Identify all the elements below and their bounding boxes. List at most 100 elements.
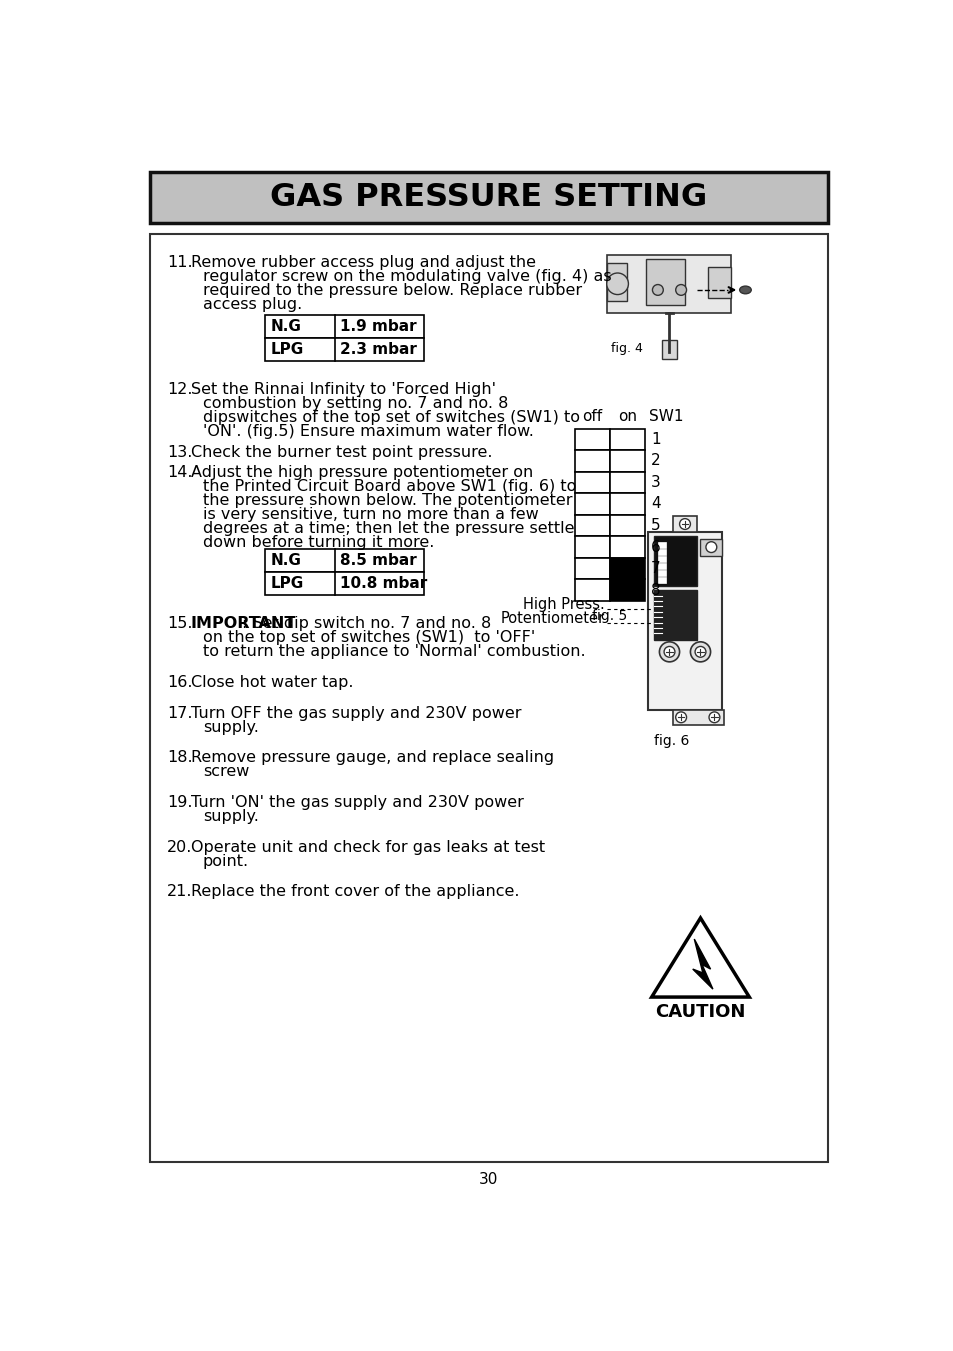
Text: 11.: 11. (167, 255, 193, 270)
Text: supply.: supply. (203, 720, 258, 735)
Bar (658, 543, 665, 549)
Text: 13.: 13. (167, 446, 193, 461)
Circle shape (708, 712, 720, 723)
Ellipse shape (739, 286, 750, 293)
Bar (609, 536, 644, 558)
Text: on the top set of switches (SW1)  to 'OFF': on the top set of switches (SW1) to 'OFF… (203, 631, 535, 646)
Bar (658, 557, 665, 562)
Text: 17.: 17. (167, 705, 193, 720)
Bar (707, 267, 731, 297)
Text: fig. 6: fig. 6 (654, 734, 689, 748)
Bar (658, 550, 665, 555)
Bar (661, 340, 677, 359)
Text: point.: point. (203, 854, 249, 869)
Circle shape (652, 285, 662, 296)
Text: dipswitches of the top set of switches (SW1) to: dipswitches of the top set of switches (… (203, 411, 579, 426)
Text: down before turning it more.: down before turning it more. (203, 535, 434, 550)
Polygon shape (651, 917, 748, 997)
Text: 8: 8 (650, 582, 659, 597)
Bar (150, 235, 827, 1162)
Text: access plug.: access plug. (203, 297, 302, 312)
Text: 15.: 15. (167, 616, 193, 631)
Text: 5: 5 (650, 517, 659, 534)
Text: required to the pressure below. Replace rubber: required to the pressure below. Replace … (203, 282, 581, 299)
Text: IMPORTANT: IMPORTANT (191, 616, 295, 631)
Text: 12.: 12. (167, 382, 193, 397)
Circle shape (663, 646, 674, 657)
Text: the pressure shown below. The potentiometer: the pressure shown below. The potentiome… (203, 493, 572, 508)
Circle shape (690, 642, 710, 662)
Bar (575, 471, 609, 493)
Circle shape (675, 712, 686, 723)
Bar (575, 558, 609, 580)
Bar (575, 580, 609, 601)
Text: Remove rubber access plug and adjust the: Remove rubber access plug and adjust the (191, 255, 535, 270)
Text: fig. 5: fig. 5 (592, 609, 627, 623)
Bar (609, 558, 644, 580)
Text: 20.: 20. (167, 840, 193, 855)
Text: 1.9 mbar: 1.9 mbar (340, 319, 416, 334)
Bar (609, 580, 644, 601)
Text: CAUTION: CAUTION (655, 1004, 745, 1021)
Text: N.G: N.G (270, 553, 301, 567)
Bar (658, 577, 665, 582)
Text: Check the burner test point pressure.: Check the burner test point pressure. (191, 446, 492, 461)
Text: 18.: 18. (167, 750, 193, 766)
Text: Turn OFF the gas supply and 230V power: Turn OFF the gas supply and 230V power (191, 705, 520, 720)
Bar (265, 315, 423, 338)
Bar (658, 570, 665, 576)
Circle shape (659, 642, 679, 662)
Text: fig. 4: fig. 4 (611, 342, 642, 355)
Text: Remove pressure gauge, and replace sealing: Remove pressure gauge, and replace seali… (191, 750, 553, 766)
Bar (700, 539, 721, 555)
Circle shape (606, 273, 628, 295)
Circle shape (705, 542, 716, 553)
Text: the Printed Circuit Board above SW1 (fig. 6) to: the Printed Circuit Board above SW1 (fig… (203, 480, 576, 494)
Bar (609, 515, 644, 536)
Bar (575, 515, 609, 536)
Bar (575, 428, 609, 450)
Text: Close hot water tap.: Close hot water tap. (191, 676, 353, 690)
Text: Operate unit and check for gas leaks at test: Operate unit and check for gas leaks at … (191, 840, 544, 855)
Bar (647, 532, 721, 709)
Bar (607, 255, 731, 313)
Bar (607, 263, 626, 301)
Text: Potentiometer: Potentiometer (499, 611, 604, 627)
Bar (609, 493, 644, 515)
Circle shape (679, 519, 690, 530)
Text: off: off (581, 409, 601, 424)
Bar (150, 172, 827, 223)
Text: High Press.: High Press. (522, 597, 604, 612)
Bar (575, 450, 609, 471)
Text: SW1: SW1 (648, 409, 682, 424)
Bar (265, 571, 423, 594)
Text: is very sensitive, turn no more than a few: is very sensitive, turn no more than a f… (203, 507, 538, 521)
Text: degrees at a time; then let the pressure settle: degrees at a time; then let the pressure… (203, 521, 574, 536)
Text: : Set dip switch no. 7 and no. 8: : Set dip switch no. 7 and no. 8 (242, 616, 491, 631)
Bar (654, 590, 696, 640)
Text: 4: 4 (650, 497, 659, 512)
Text: Set the Rinnai Infinity to 'Forced High': Set the Rinnai Infinity to 'Forced High' (191, 382, 495, 397)
Text: 19.: 19. (167, 794, 193, 811)
Bar (609, 450, 644, 471)
Text: 14.: 14. (167, 466, 193, 481)
Text: 2.3 mbar: 2.3 mbar (340, 342, 416, 357)
Text: on: on (618, 409, 636, 424)
Text: 3: 3 (650, 476, 660, 490)
Bar (609, 471, 644, 493)
Text: 21.: 21. (167, 885, 193, 900)
Bar (673, 516, 696, 532)
Circle shape (675, 285, 686, 296)
Bar (575, 536, 609, 558)
Text: 10.8 mbar: 10.8 mbar (340, 576, 427, 590)
Bar (265, 549, 423, 571)
Bar (658, 563, 665, 569)
Text: 16.: 16. (167, 676, 193, 690)
Bar (654, 536, 696, 586)
Text: Turn 'ON' the gas supply and 230V power: Turn 'ON' the gas supply and 230V power (191, 794, 523, 811)
Text: 30: 30 (478, 1171, 498, 1186)
Text: to return the appliance to 'Normal' combustion.: to return the appliance to 'Normal' comb… (203, 644, 585, 659)
Text: 6: 6 (650, 539, 660, 555)
Bar (265, 338, 423, 361)
Text: 8.5 mbar: 8.5 mbar (340, 553, 416, 567)
